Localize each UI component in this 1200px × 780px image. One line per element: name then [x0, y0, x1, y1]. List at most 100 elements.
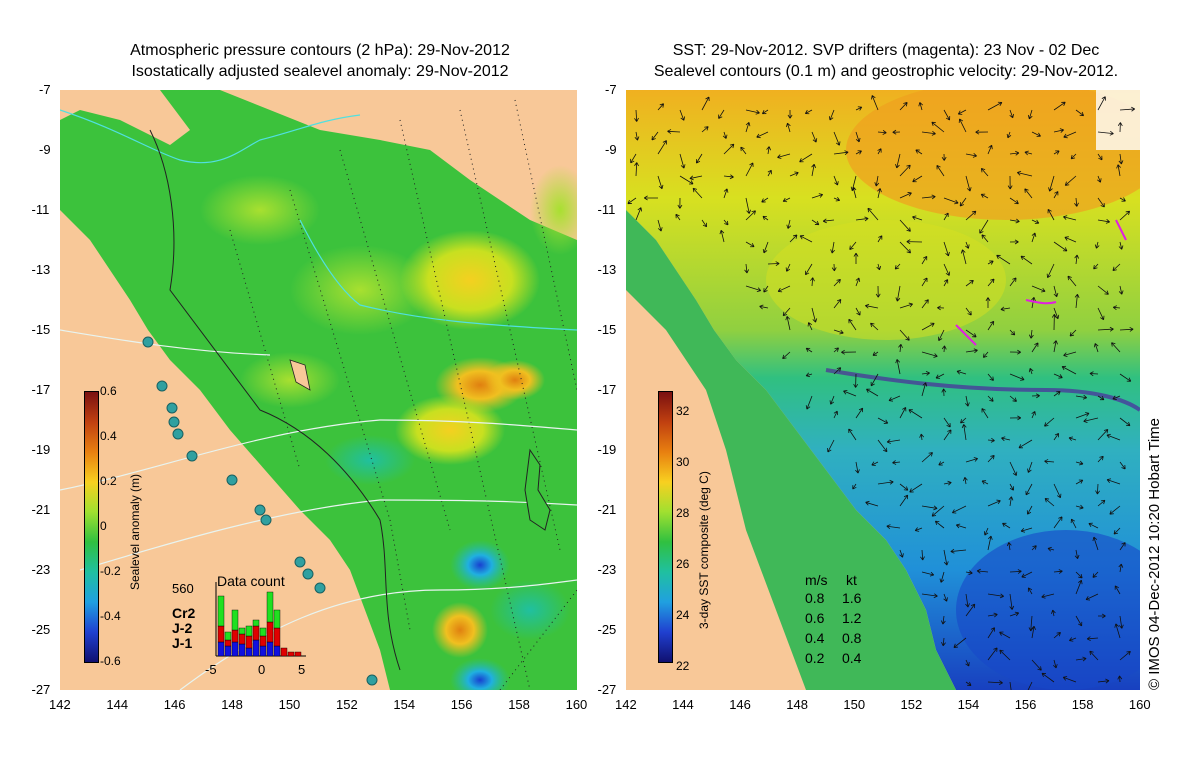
velocity-arrow — [1052, 659, 1058, 669]
velocity-arrow — [1063, 215, 1077, 221]
velocity-arrow — [1092, 571, 1099, 578]
velocity-arrow — [762, 215, 769, 221]
sst-colorbar-tick-26: 26 — [676, 557, 690, 571]
velocity-arrow — [833, 175, 839, 186]
velocity-arrow — [899, 329, 910, 341]
velocity-arrow — [867, 207, 879, 221]
velocity-arrow — [789, 171, 799, 177]
sst-colorbar-label: 3-day SST composite (deg C) — [697, 471, 711, 629]
velocity-arrow — [1083, 417, 1099, 423]
velocity-arrow — [635, 207, 643, 221]
velocity-arrow — [1119, 417, 1131, 427]
velocity-arrow — [785, 263, 791, 272]
velocity-arrow — [1027, 109, 1033, 120]
velocity-arrow — [1009, 611, 1020, 617]
lat-tick-left--23: -23 — [31, 562, 51, 577]
velocity-arrow — [1119, 542, 1126, 551]
velocity-arrow — [1053, 191, 1059, 199]
velocity-arrow — [1031, 659, 1042, 671]
velocity-arrow — [955, 523, 967, 529]
data-count-bar — [287, 651, 295, 657]
velocity-arrow — [1031, 296, 1036, 309]
lon-tick-right-160: 160 — [1128, 697, 1151, 712]
lat-tick-left--19: -19 — [31, 442, 51, 457]
velocity-arrow — [675, 213, 681, 221]
velocity-arrow — [1024, 150, 1033, 156]
velocity-arrow — [899, 483, 909, 491]
velocity-arrow — [1008, 496, 1014, 507]
velocity-arrow — [921, 371, 930, 376]
velocity-arrow — [936, 165, 945, 177]
velocity-arrow — [1106, 433, 1121, 441]
velocity-arrow — [1089, 650, 1099, 661]
data-count-bar — [231, 609, 239, 631]
lon-tick-left-150: 150 — [278, 697, 301, 712]
velocity-arrow — [1094, 241, 1100, 249]
lon-tick-right-152: 152 — [900, 697, 923, 712]
velocity-arrow — [1041, 593, 1055, 599]
velocity-arrow — [943, 549, 949, 566]
lon-tick-left-158: 158 — [508, 697, 530, 712]
lat-tick-right--9: -9 — [605, 142, 617, 157]
velocity-arrow — [1097, 455, 1104, 463]
velocity-arrow — [833, 347, 839, 353]
velocity-arrow — [874, 175, 880, 187]
velocity-arrow — [1031, 393, 1040, 399]
sealevel-colorbar-tick-0.6: 0.6 — [100, 384, 117, 398]
velocity-arrow — [999, 649, 1011, 661]
data-count-bar — [294, 651, 302, 657]
velocity-arrow — [701, 96, 710, 111]
data-count-bar — [231, 629, 239, 643]
velocity-arrow — [1092, 536, 1099, 551]
velocity-arrow — [941, 388, 947, 397]
velocity-arrow — [1068, 436, 1077, 442]
velocity-arrow — [723, 219, 729, 226]
lon-tick-left-160: 160 — [565, 697, 588, 712]
velocity-arrow — [877, 417, 889, 424]
velocity-arrow — [1075, 571, 1083, 579]
velocity-arrow — [805, 347, 813, 353]
velocity-arrow — [811, 163, 816, 177]
velocity-arrow — [657, 219, 663, 232]
velocity-arrow — [786, 122, 791, 133]
velocity-arrow — [987, 144, 993, 155]
velocity-arrow — [872, 351, 879, 356]
velocity-arrow — [899, 302, 913, 309]
velocity-arrow — [745, 210, 756, 221]
velocity-arrow — [679, 109, 685, 121]
velocity-arrow — [894, 263, 901, 270]
vel-legend-ms-1: 0.6 — [805, 610, 825, 626]
velocity-arrow — [763, 285, 769, 293]
velocity-arrow — [1031, 219, 1040, 225]
velocity-arrow — [943, 429, 952, 441]
data-count-bar — [266, 641, 274, 657]
velocity-arrow — [877, 235, 883, 243]
velocity-arrow — [1048, 175, 1055, 192]
velocity-arrow — [987, 437, 995, 443]
velocity-arrow — [782, 307, 791, 317]
velocity-arrow — [951, 505, 967, 514]
velocity-arrow — [1112, 263, 1121, 272]
velocity-arrow — [1018, 439, 1033, 449]
right-title-line2: Sealevel contours (0.1 m) and geostrophi… — [653, 63, 1119, 80]
velocity-arrow — [853, 252, 859, 265]
velocity-arrow — [1009, 681, 1012, 690]
velocity-arrow — [1095, 483, 1100, 495]
velocity-arrow — [960, 417, 967, 424]
sst-colorbar-tick-32: 32 — [676, 404, 690, 418]
velocity-arrow — [921, 351, 938, 358]
velocity-arrow — [696, 153, 703, 164]
velocity-arrow — [855, 307, 861, 316]
velocity-arrow — [833, 131, 841, 146]
velocity-arrow — [931, 505, 945, 517]
velocity-arrow — [985, 297, 991, 309]
velocity-arrow — [1074, 254, 1080, 265]
velocity-arrow — [935, 373, 945, 379]
velocity-arrow — [829, 395, 835, 405]
velocity-arrow — [811, 307, 818, 323]
velocity-arrow — [979, 219, 989, 234]
velocity-arrow — [745, 197, 751, 214]
velocity-arrow — [745, 122, 751, 133]
velocity-arrow — [657, 103, 664, 111]
velocity-arrow — [921, 593, 938, 599]
